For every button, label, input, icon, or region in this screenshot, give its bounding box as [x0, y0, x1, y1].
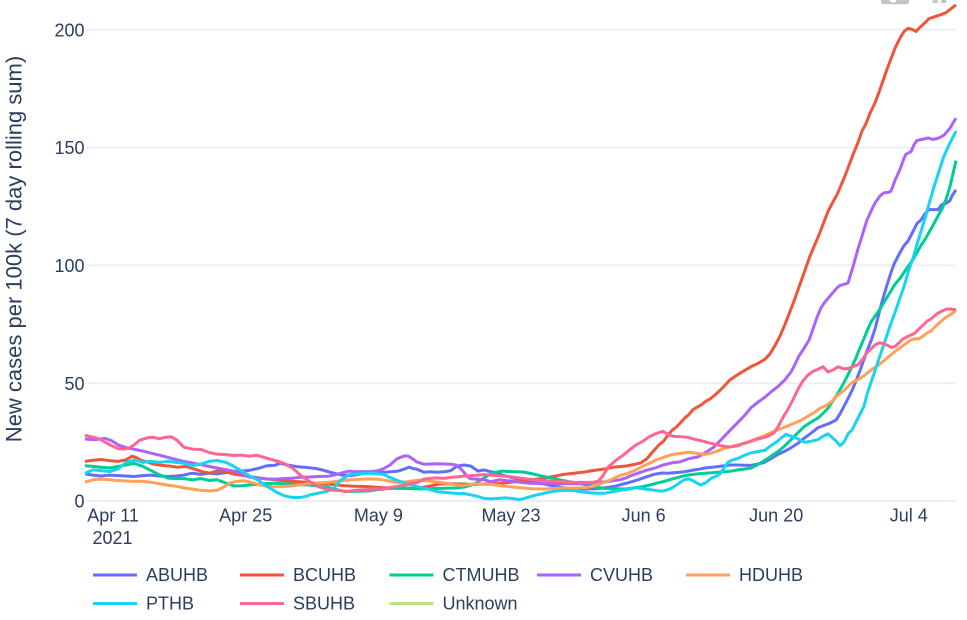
- svg-text:ABUHB: ABUHB: [146, 565, 208, 585]
- svg-text:2021: 2021: [92, 528, 132, 548]
- svg-text:Apr 25: Apr 25: [219, 506, 272, 526]
- svg-text:200: 200: [54, 20, 84, 40]
- svg-text:Jul 4: Jul 4: [890, 506, 928, 526]
- svg-text:100: 100: [54, 256, 84, 276]
- svg-text:Jun 6: Jun 6: [622, 506, 666, 526]
- svg-text:HDUHB: HDUHB: [739, 565, 803, 585]
- svg-text:0: 0: [74, 492, 84, 512]
- svg-text:BCUHB: BCUHB: [293, 565, 356, 585]
- svg-text:PTHB: PTHB: [146, 594, 194, 614]
- svg-text:50: 50: [64, 374, 84, 394]
- svg-text:CTMUHB: CTMUHB: [443, 565, 520, 585]
- svg-text:150: 150: [54, 138, 84, 158]
- svg-text:Unknown: Unknown: [443, 594, 518, 614]
- svg-text:New cases per 100k (7 day roll: New cases per 100k (7 day rolling sum): [2, 56, 27, 442]
- svg-text:Jun 20: Jun 20: [749, 506, 803, 526]
- svg-text:SBUHB: SBUHB: [293, 594, 355, 614]
- svg-text:CVUHB: CVUHB: [590, 565, 653, 585]
- svg-text:May 9: May 9: [354, 506, 403, 526]
- svg-text:Apr 11: Apr 11: [87, 506, 139, 526]
- svg-text:May 23: May 23: [481, 506, 540, 526]
